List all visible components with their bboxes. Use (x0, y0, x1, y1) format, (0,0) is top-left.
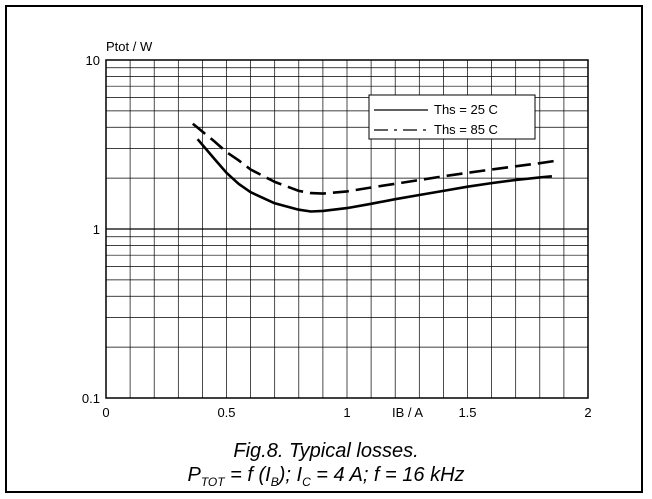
y-axis-label: Ptot / W (106, 39, 153, 54)
x-tick-label: 1 (343, 405, 350, 420)
caption-eq: = f (I (224, 464, 271, 486)
caption-ib-sub: B (270, 475, 279, 489)
legend-label-25c: Ths = 25 C (434, 102, 498, 117)
chart-grid (106, 60, 588, 398)
x-tick-label: 1.5 (458, 405, 476, 420)
legend: Ths = 25 C Ths = 85 C (368, 94, 536, 140)
x-tick-label: 0 (102, 405, 109, 420)
series-line-ths-85c (191, 122, 560, 195)
figure-caption-title: Fig.8. Typical losses. (233, 440, 419, 462)
x-axis-label: IB / A (392, 405, 423, 420)
x-tick-label: 2 (584, 405, 591, 420)
y-tick-label: 1 (93, 222, 100, 237)
tick-labels: 0 0.5 1 1.5 2 0.1 1 10 (82, 53, 592, 420)
series-group (191, 122, 560, 213)
caption-after-ib: ); I (278, 464, 303, 486)
legend-box (368, 94, 536, 140)
caption-p-sub: TOT (200, 475, 225, 489)
caption-p: P (187, 464, 201, 486)
figure-caption-formula: PTOT = f (IB); IC = 4 A; f = 16 kHz (0, 464, 652, 489)
legend-label-85c: Ths = 85 C (434, 122, 498, 137)
plot-area (105, 59, 589, 399)
losses-chart: 0 0.5 1 1.5 2 0.1 1 10 Ptot / W IB / A Ths = 25… (82, 39, 592, 420)
x-tick-label: 0.5 (217, 405, 235, 420)
caption-ic-sub: C (302, 475, 311, 489)
y-tick-label: 10 (86, 53, 100, 68)
caption-rest: = 4 A; f = 16 kHz (310, 464, 465, 486)
y-tick-label: 0.1 (82, 391, 100, 406)
series-line-ths-25c (196, 138, 553, 213)
